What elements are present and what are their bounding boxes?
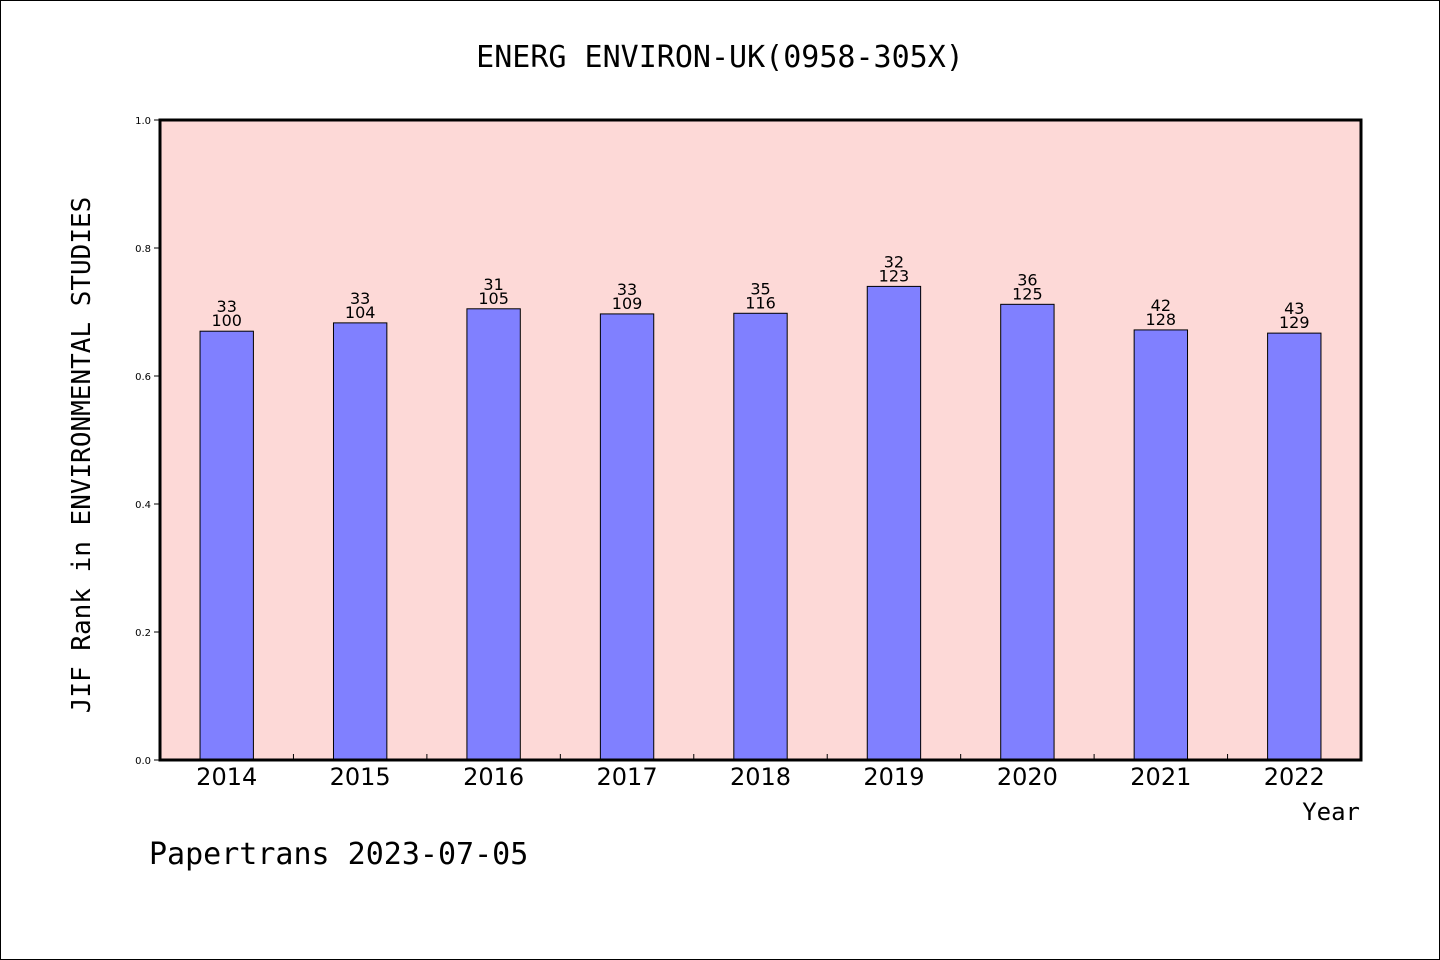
bar (866, 285, 922, 761)
x-tick-label: 2018 (730, 763, 791, 791)
bar-rank-label: 31 (483, 275, 503, 294)
bar-rank-label: 43 (1284, 299, 1304, 318)
y-tick-label: 0.2 (135, 628, 151, 639)
bar (733, 312, 788, 761)
x-tick-label: 2015 (330, 763, 391, 791)
bar-total-label: 104 (345, 303, 376, 322)
x-tick-label: 2022 (1264, 763, 1325, 791)
bar-rank-label: 33 (617, 280, 637, 299)
bar (1000, 303, 1055, 761)
footer-source: Papertrans 2023-07-05 (149, 837, 528, 872)
x-tick-label: 2021 (1130, 763, 1191, 791)
bar-rank-label: 33 (350, 289, 370, 308)
bar-total-label: 100 (211, 311, 242, 330)
bar-total-label: 105 (478, 289, 509, 308)
y-tick-label: 1.0 (135, 116, 151, 127)
plot-border (158, 118, 1363, 762)
bar-total-label: 116 (745, 293, 776, 312)
x-tick-label: 2017 (597, 763, 658, 791)
bar-rank-label: 33 (217, 297, 237, 316)
bar-rank-label: 35 (750, 279, 770, 298)
bar-rank-label: 36 (1017, 270, 1037, 289)
y-tick-label: 0.6 (135, 372, 151, 383)
bar-rank-label: 32 (884, 252, 904, 271)
bar (1133, 329, 1189, 761)
bar (599, 313, 655, 761)
bar-total-label: 109 (612, 294, 643, 313)
y-tick-label: 0.4 (135, 500, 151, 511)
bar-total-label: 125 (1012, 284, 1043, 303)
y-tick-label: 0.8 (135, 244, 151, 255)
bar-total-label: 128 (1146, 310, 1177, 329)
bar-total-label: 123 (879, 266, 910, 285)
chart-title: ENERG ENVIRON-UK(0958-305X) (476, 40, 964, 75)
x-tick-label: 2019 (863, 763, 924, 791)
x-tick-label: 2014 (196, 763, 257, 791)
bar-rank-label: 42 (1151, 296, 1171, 315)
bar (199, 330, 254, 761)
x-axis-label: Year (1302, 798, 1360, 826)
y-axis-label: JIF Rank in ENVIRONMENTAL STUDIES (67, 197, 97, 714)
x-tick-label: 2020 (997, 763, 1058, 791)
x-tick-label: 2016 (463, 763, 524, 791)
bar (466, 308, 521, 761)
bar (332, 322, 388, 761)
x-axis: 2014 2015 2016 2017 2018 2019 2020 2021 2022 (196, 754, 1325, 791)
bar-total-label: 129 (1279, 313, 1310, 332)
bar (1267, 332, 1322, 761)
y-tick-label: 0.0 (135, 756, 151, 767)
y-axis: 0.0 0.2 0.4 0.6 0.8 1.0 (135, 116, 160, 767)
